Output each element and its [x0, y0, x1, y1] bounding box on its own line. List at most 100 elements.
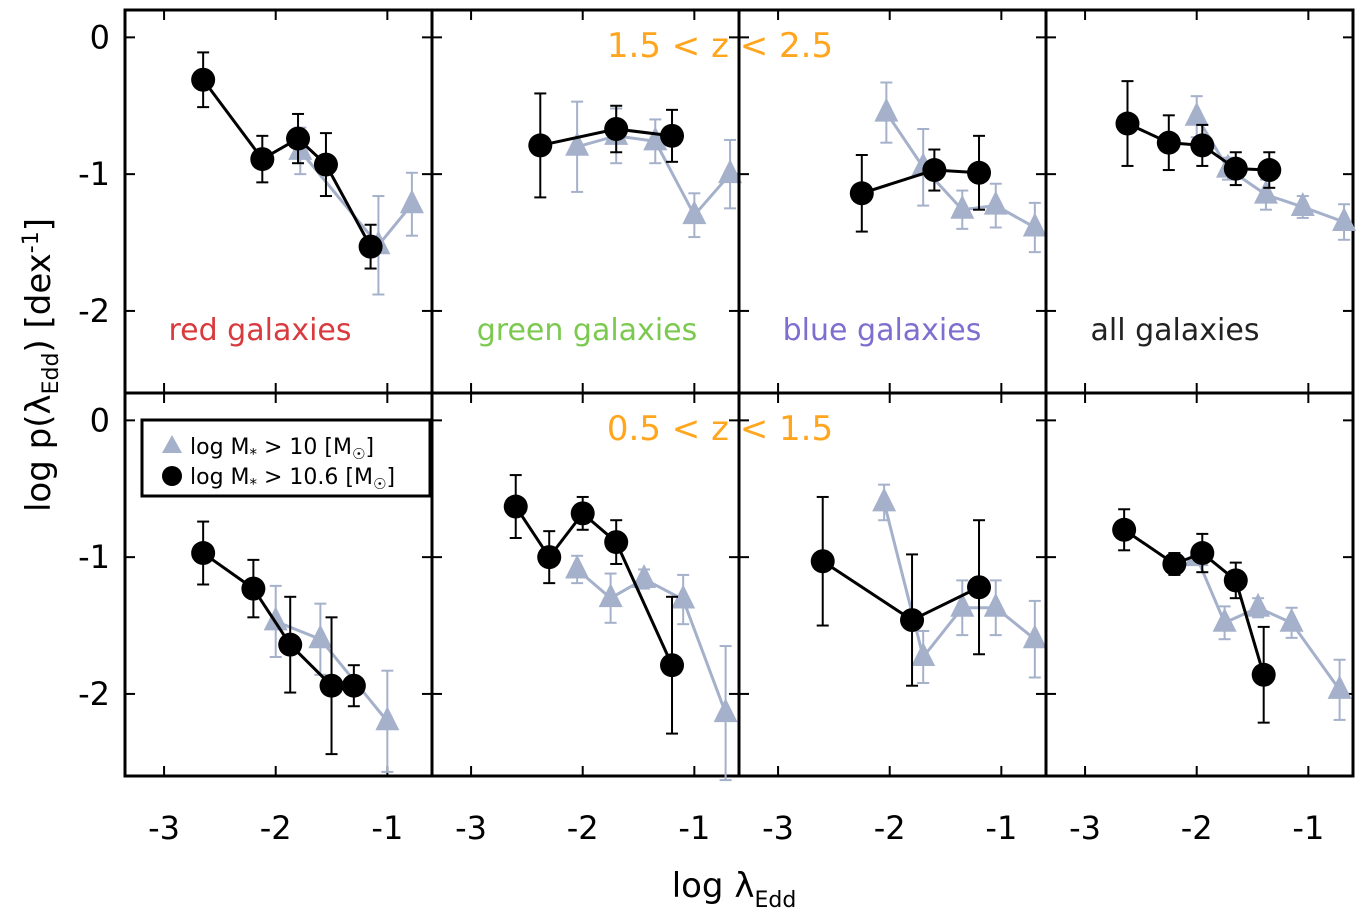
series-mass-gt-10-6-point	[358, 234, 383, 259]
y-tick-label: -2	[78, 675, 110, 713]
series-mass-gt-10-6-point	[1190, 541, 1215, 566]
panel-r1-c2	[737, 391, 1048, 778]
series-mass-gt-10-6	[503, 474, 685, 735]
series-mass-gt-10	[565, 554, 738, 782]
series-mass-gt-10	[1184, 95, 1357, 241]
series-mass-gt-10-point	[682, 200, 707, 225]
series-mass-gt-10-point	[308, 624, 333, 649]
series-mass-gt-10-point	[713, 698, 738, 723]
series-mass-gt-10-point	[399, 189, 424, 214]
series-mass-gt-10-6-point	[1223, 568, 1248, 593]
series-mass-gt-10-point	[1290, 191, 1315, 216]
x-tick-label: -1	[371, 809, 403, 847]
series-mass-gt-10-point	[632, 564, 657, 589]
series-mass-gt-10-point	[718, 159, 743, 184]
series-mass-gt-10-point	[1279, 607, 1304, 632]
series-mass-gt-10-6-point	[1156, 130, 1181, 155]
series-mass-gt-10-point	[983, 190, 1008, 215]
y-axis-title: log p(λEdd) [dex-1]	[19, 218, 64, 512]
legend: log M* > 10 [M☉]log M* > 10.6 [M☉]	[140, 418, 432, 498]
panels-grid	[123, 8, 1357, 782]
x-tick-label: -3	[148, 809, 180, 847]
overlay: 0 -1 -2 0 -1 -2 -3 -2 -1 -3 -2 -1 -3 -2 -1 -3 -2 -1 red ga…	[19, 18, 1324, 913]
x-tick-label: -2	[874, 809, 906, 847]
series-mass-gt-10-6-point	[528, 133, 553, 158]
series-mass-gt-10-6-line	[201, 78, 372, 248]
legend-triangle-marker	[162, 435, 182, 453]
series-mass-gt-10-6-point	[900, 608, 925, 633]
x-tick-label: -1	[985, 809, 1017, 847]
y-tick-label: 0	[90, 18, 110, 56]
column-label: blue galaxies	[783, 313, 982, 348]
y-tick-label: 0	[90, 401, 110, 439]
panel-frame	[430, 391, 741, 778]
panel-frame	[1044, 391, 1355, 778]
series-mass-gt-10-point	[1327, 674, 1352, 699]
x-tick-label: -2	[260, 809, 292, 847]
series-mass-gt-10-point	[1212, 607, 1237, 632]
series-mass-gt-10-6-point	[922, 158, 947, 183]
panel-r1-c0	[123, 391, 434, 778]
legend-label: log M* > 10 [M☉]	[190, 435, 374, 463]
column-label: green galaxies	[477, 313, 698, 348]
panel-frame	[737, 391, 1048, 778]
series-mass-gt-10-6-point	[313, 152, 338, 177]
series-mass-gt-10-point	[983, 592, 1008, 617]
panel-r1-c3	[1044, 391, 1355, 778]
series-mass-gt-10-6-point	[286, 126, 311, 151]
series-mass-gt-10-point	[1253, 179, 1278, 204]
series-mass-gt-10-6-point	[1162, 551, 1187, 576]
series-mass-gt-10-6-point	[250, 147, 275, 172]
series-mass-gt-10-point	[375, 706, 400, 731]
series-mass-gt-10-6-point	[503, 494, 528, 519]
x-tick-label: -1	[678, 809, 710, 847]
series-mass-gt-10-point	[872, 487, 897, 512]
legend-box	[140, 418, 432, 498]
series-mass-gt-10-point	[950, 194, 975, 219]
column-label: red galaxies	[168, 313, 351, 348]
series-mass-gt-10-6-point	[660, 653, 685, 678]
series-mass-gt-10-6	[1112, 508, 1276, 724]
series-mass-gt-10-6-point	[191, 67, 216, 92]
series-mass-gt-10-point	[1246, 592, 1271, 617]
series-mass-gt-10-6-point	[1223, 156, 1248, 181]
series-mass-gt-10-6	[810, 495, 992, 687]
series-mass-gt-10-6-point	[604, 530, 629, 555]
x-tick-label: -3	[455, 809, 487, 847]
series-mass-gt-10-point	[565, 131, 590, 156]
series-mass-gt-10	[565, 100, 743, 239]
x-tick-label: -3	[1069, 809, 1101, 847]
series-mass-gt-10	[874, 81, 1047, 254]
column-label: all galaxies	[1091, 313, 1260, 348]
legend-label: log M* > 10.6 [M☉]	[190, 465, 395, 493]
series-mass-gt-10-6-point	[570, 501, 595, 526]
panel-r1-c1	[430, 391, 741, 782]
series-mass-gt-10-point	[1022, 624, 1047, 649]
series-mass-gt-10-6-point	[660, 123, 685, 148]
series-mass-gt-10-6-point	[191, 541, 216, 566]
series-mass-gt-10-6-point	[341, 673, 366, 698]
series-mass-gt-10-6-point	[278, 632, 303, 657]
series-mass-gt-10-6	[191, 51, 383, 270]
series-mass-gt-10-6	[849, 134, 992, 233]
series-mass-gt-10-point	[874, 97, 899, 122]
y-tick-label: -1	[78, 155, 110, 193]
y-tick-label: -1	[78, 538, 110, 576]
series-mass-gt-10	[1184, 542, 1352, 721]
x-tick-label: -1	[1292, 809, 1324, 847]
series-mass-gt-10-point	[1184, 101, 1209, 126]
series-mass-gt-10-6-point	[849, 181, 874, 206]
series-mass-gt-10-point	[598, 583, 623, 608]
series-mass-gt-10-6-point	[319, 673, 344, 698]
series-mass-gt-10-6	[1115, 80, 1282, 189]
redshift-label-bottom: 0.5 < z < 1.5	[607, 409, 833, 449]
series-mass-gt-10-6-point	[1190, 133, 1215, 158]
series-mass-gt-10-6-point	[810, 549, 835, 574]
series-mass-gt-10-point	[950, 592, 975, 617]
series-mass-gt-10-point	[1332, 207, 1357, 232]
series-mass-gt-10-6-point	[1112, 517, 1137, 542]
series-mass-gt-10-6-point	[604, 117, 629, 142]
series-mass-gt-10-6-point	[967, 160, 992, 185]
x-tick-label: -3	[762, 809, 794, 847]
